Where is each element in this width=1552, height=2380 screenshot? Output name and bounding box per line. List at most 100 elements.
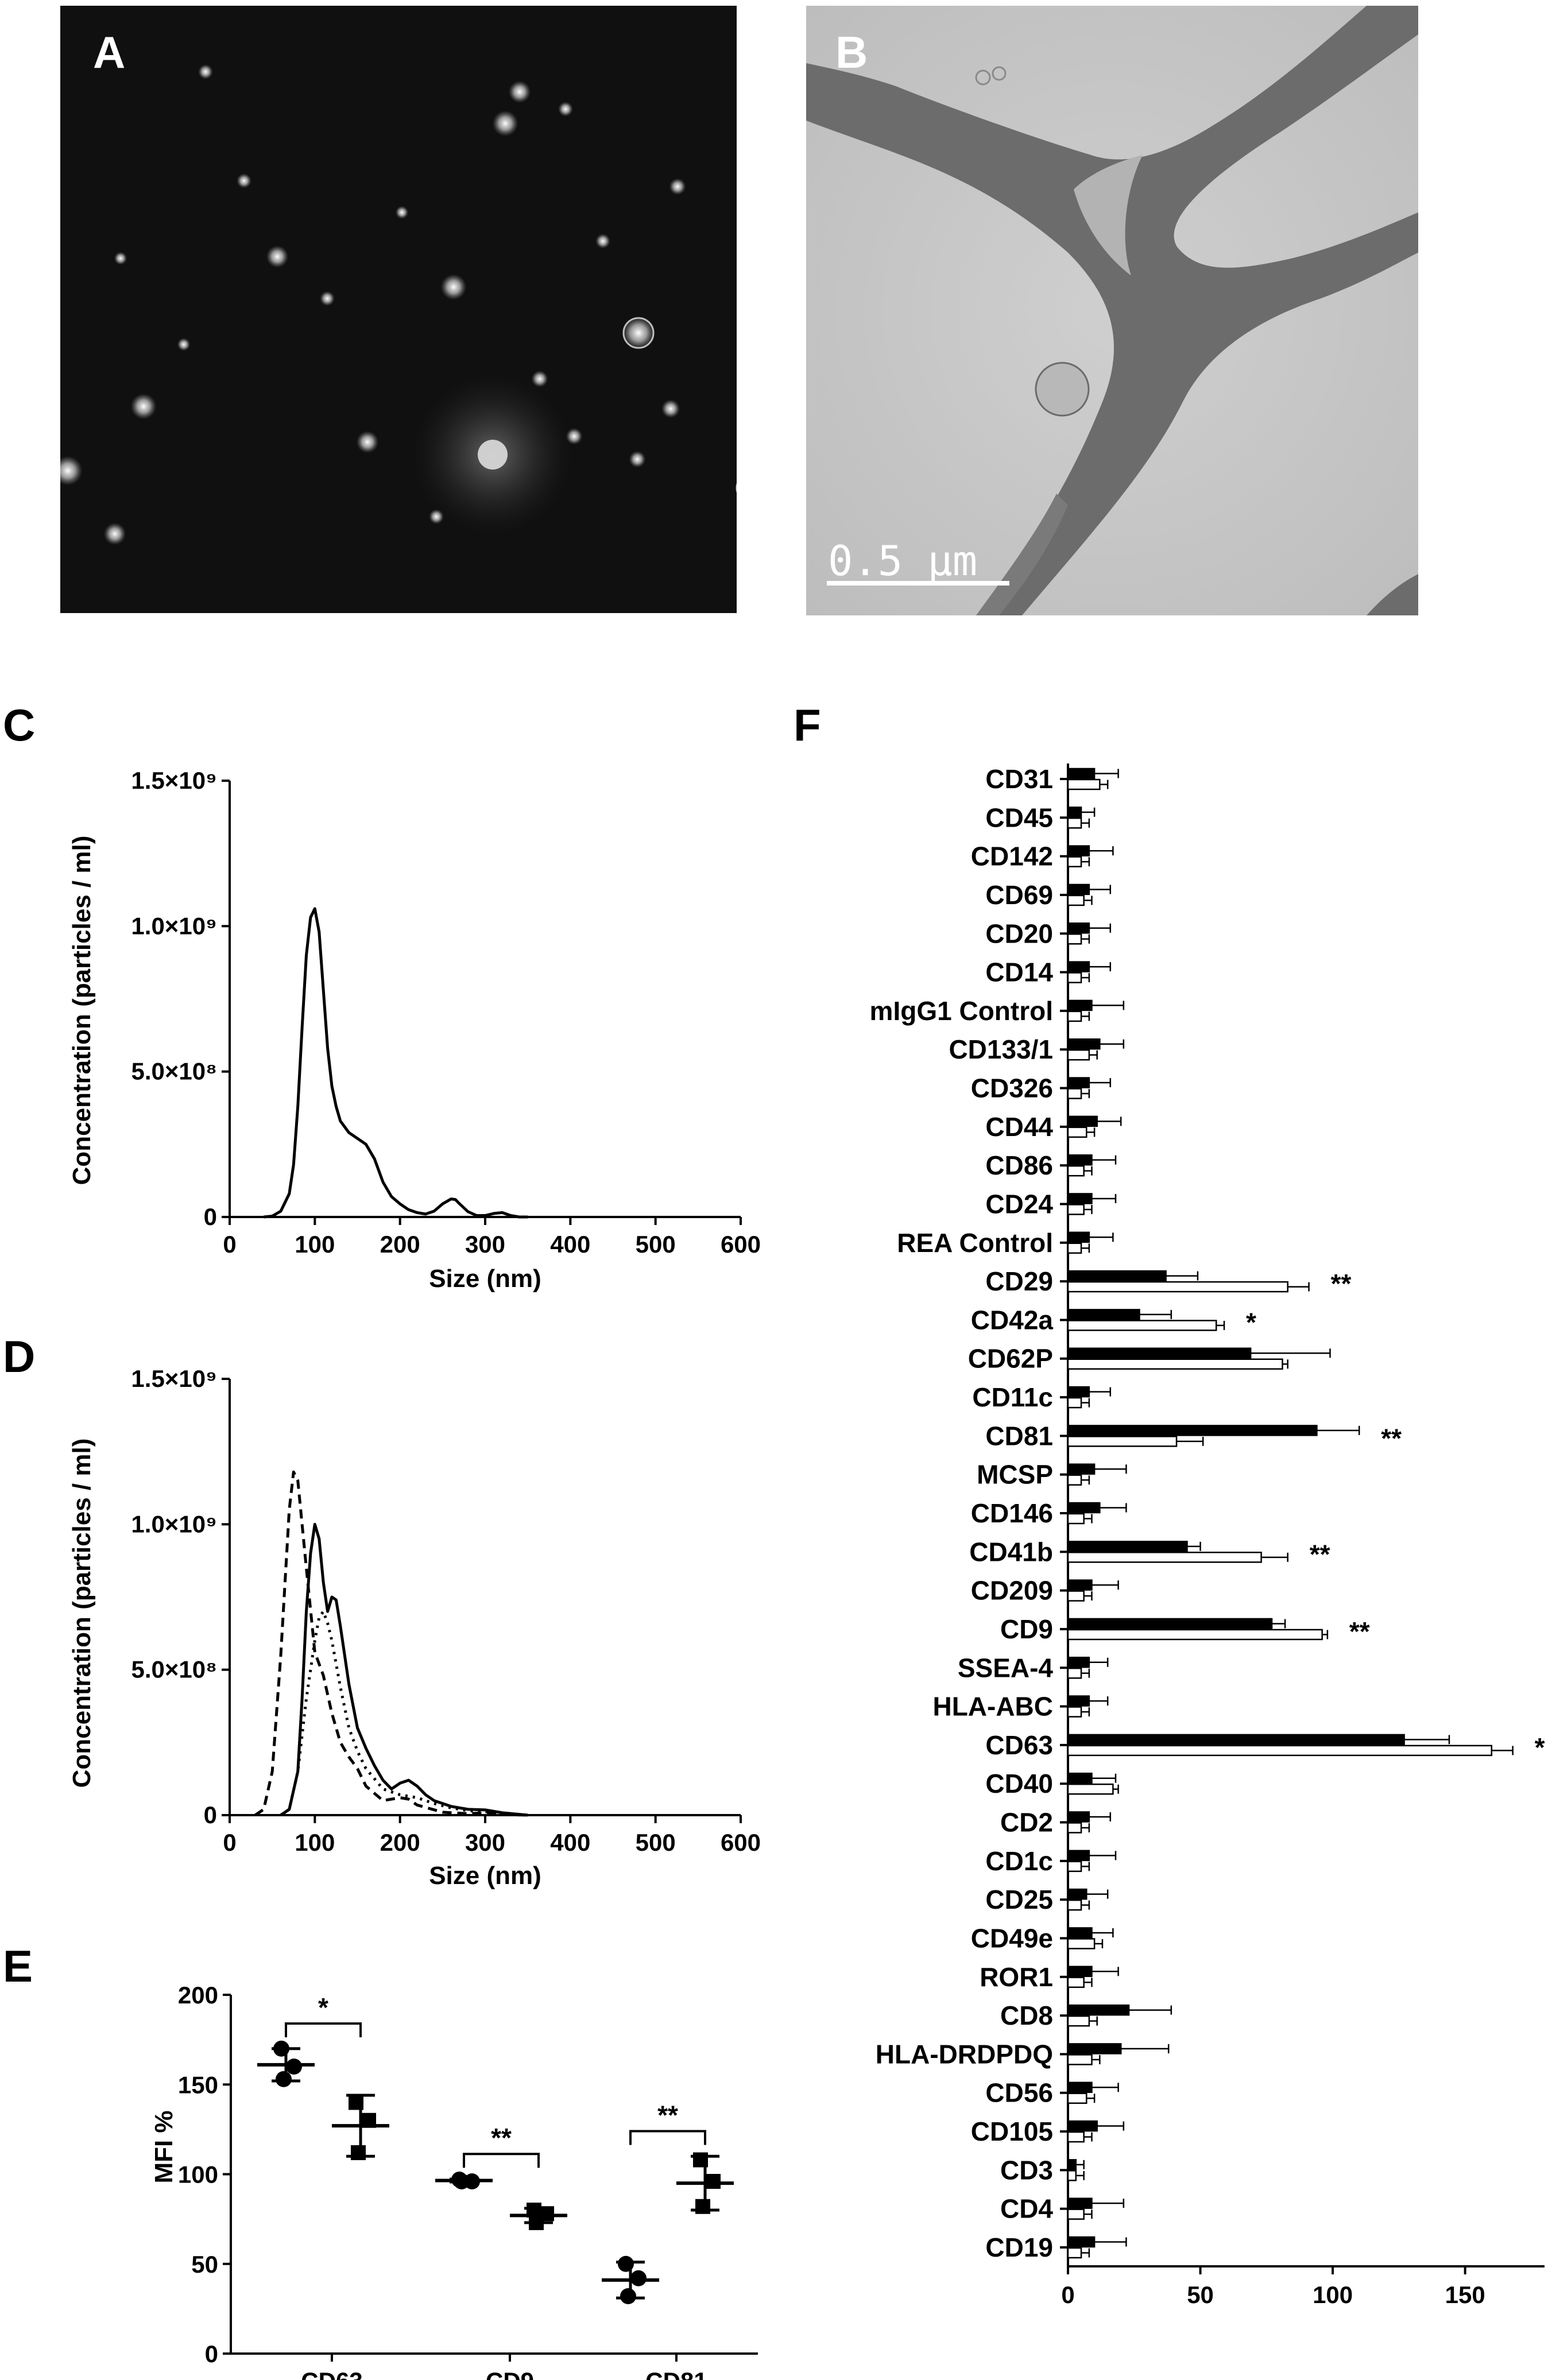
bar-white <box>1067 1436 1178 1447</box>
bar-black <box>1067 1425 1318 1436</box>
data-point-square <box>349 2095 363 2110</box>
panel-letter-a: A <box>93 27 125 77</box>
category-label: CD142 <box>971 842 1053 871</box>
x-tick-label: 600 <box>721 1829 761 1856</box>
chart-e: 0 50 100 150 200 CD63 * CD9 ** CD81 ** <box>178 1982 758 2380</box>
bar-black <box>1067 1734 1405 1746</box>
significance-label: * <box>1246 1307 1256 1337</box>
series-line-solid <box>264 907 528 1219</box>
bar-white <box>1067 1513 1085 1525</box>
y-tick-label: 1.5×10⁹ <box>131 1365 217 1392</box>
bar-black <box>1067 922 1090 934</box>
category-label: CD133/1 <box>949 1034 1053 1064</box>
particle-spot <box>130 393 157 420</box>
x-tick-label: 200 <box>380 1231 420 1258</box>
bar-black <box>1067 807 1082 818</box>
category-label: CD86 <box>985 1150 1053 1180</box>
particle-spot <box>440 274 467 300</box>
category-label: CD11c <box>972 1382 1053 1412</box>
bar-black <box>1067 1657 1090 1668</box>
x-category-label: CD9 <box>486 2367 534 2380</box>
significance-bracket <box>285 2022 362 2037</box>
bar-black <box>1067 768 1096 780</box>
bar-black <box>1067 1811 1090 1823</box>
bar-black <box>1067 1347 1252 1359</box>
category-label: MCSP <box>977 1460 1053 1490</box>
x-tick-label: 100 <box>295 1829 335 1856</box>
bar-white <box>1067 1088 1082 1099</box>
category-label: CD3 <box>1000 2155 1053 2185</box>
x-tick-label: 500 <box>636 1829 676 1856</box>
series-line-solid <box>280 1522 528 1817</box>
data-point-square <box>351 2145 366 2160</box>
x-tick-label: 400 <box>550 1231 590 1258</box>
x-tick-label: 300 <box>465 1829 505 1856</box>
bar-black <box>1067 845 1090 856</box>
bar-white <box>1067 1474 1082 1486</box>
category-label: CD24 <box>985 1189 1053 1219</box>
particle-spot <box>60 456 83 486</box>
bar-white <box>1067 1242 1082 1254</box>
particle-spot <box>508 80 531 103</box>
bar-white <box>1067 1629 1323 1641</box>
data-point-circle <box>273 2040 289 2057</box>
category-label: CD29 <box>985 1266 1053 1296</box>
significance-label: * <box>1535 1732 1545 1762</box>
bar-black <box>1067 999 1093 1011</box>
panel-letter-b: B <box>835 27 868 77</box>
bar-black <box>1067 1463 1096 1475</box>
bar-white <box>1067 1010 1082 1022</box>
data-point-square <box>693 2152 708 2168</box>
panel-letter-c: C <box>3 700 35 750</box>
category-label: CD4 <box>1000 2194 1053 2224</box>
x-tick-label: 0 <box>223 1829 236 1856</box>
category-label: ROR1 <box>980 1962 1053 1992</box>
bar-white <box>1067 2170 1077 2181</box>
category-label: CD25 <box>985 1885 1053 1914</box>
bar-white <box>1067 1126 1087 1138</box>
bar-white <box>1067 1668 1082 1679</box>
bar-white <box>1067 933 1082 945</box>
category-label: SSEA-4 <box>958 1653 1054 1683</box>
particle-spot <box>595 234 610 249</box>
bar-black <box>1067 2120 1098 2132</box>
bar-white <box>1067 2054 1093 2065</box>
chart-e-ylabel: MFI % <box>150 2110 178 2183</box>
y-tick-label: 50 <box>191 2251 218 2278</box>
category-label: REA Control <box>897 1228 1053 1258</box>
bar-black <box>1067 2004 1130 2016</box>
bar-black <box>1067 1309 1140 1320</box>
particle-spot <box>237 173 251 188</box>
y-tick-label: 1.0×10⁹ <box>131 912 217 939</box>
data-point-circle <box>454 2173 470 2189</box>
x-tick-label: 200 <box>380 1829 420 1856</box>
category-label: CD40 <box>985 1769 1053 1798</box>
bar-black <box>1067 1386 1090 1398</box>
significance-label: ** <box>1381 1423 1402 1453</box>
bar-black <box>1067 961 1090 972</box>
bar-white <box>1067 1590 1085 1602</box>
category-label: CD81 <box>985 1421 1053 1451</box>
panel-letter-d: D <box>3 1331 35 1382</box>
panel-letter-e: E <box>3 1941 33 1991</box>
bar-white <box>1067 2015 1090 2027</box>
bar-white <box>1067 894 1085 906</box>
em-grid <box>806 6 1418 615</box>
significance-label: * <box>318 1993 328 2022</box>
data-point-square <box>527 2203 541 2218</box>
bar-white <box>1067 778 1101 790</box>
y-tick-label: 5.0×10⁸ <box>131 1058 217 1085</box>
bar-white <box>1067 2208 1085 2220</box>
bar-white <box>1067 1552 1262 1563</box>
particle-spot <box>103 522 126 545</box>
category-label: CD69 <box>985 880 1053 910</box>
bar-white <box>1067 1860 1082 1873</box>
x-tick-label: 300 <box>465 1231 505 1258</box>
y-tick-label: 5.0×10⁸ <box>131 1656 217 1683</box>
data-point-circle <box>620 2288 636 2304</box>
significance-label: ** <box>657 2100 678 2130</box>
y-tick-label: 0 <box>204 1801 217 1828</box>
vesicle <box>1035 362 1090 417</box>
data-point-circle <box>276 2071 292 2087</box>
